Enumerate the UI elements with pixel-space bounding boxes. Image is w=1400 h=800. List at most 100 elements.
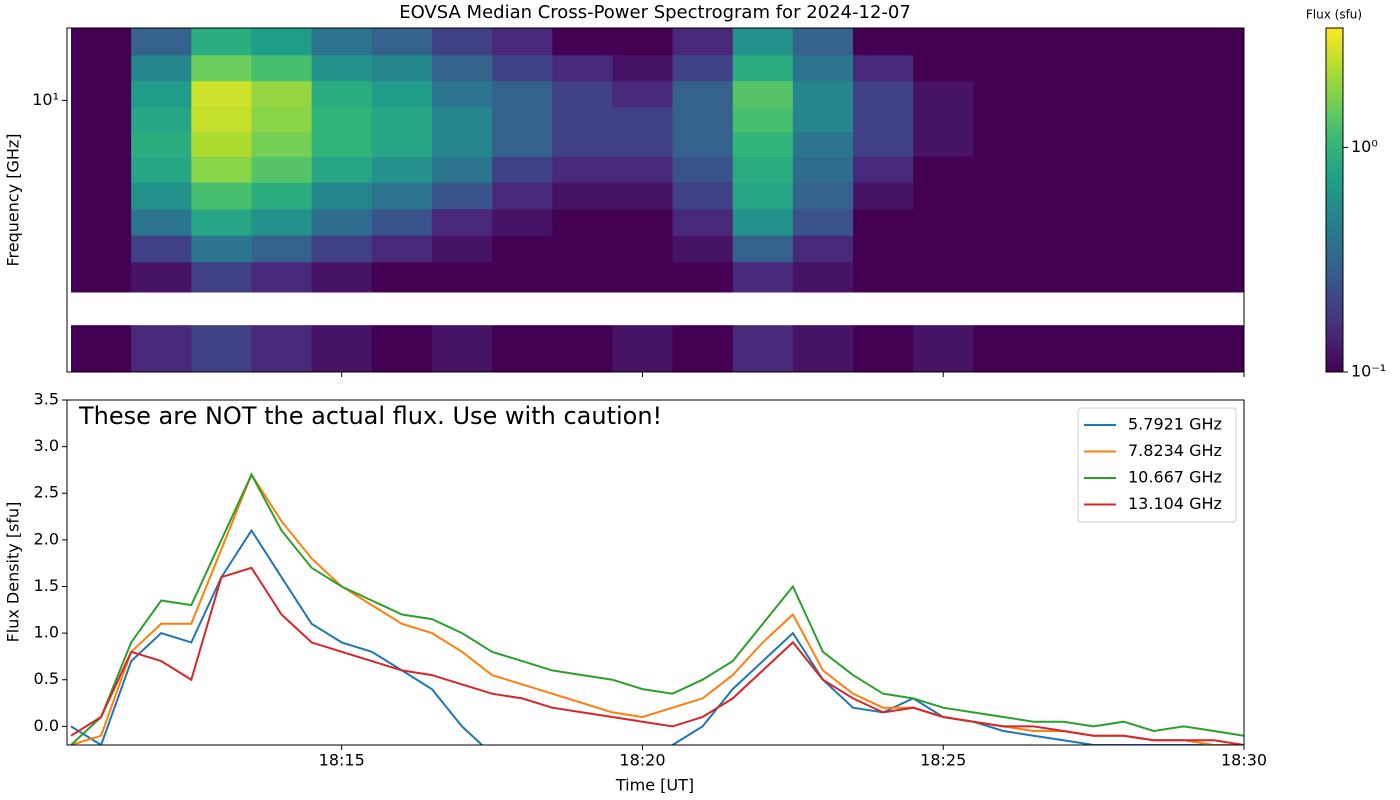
heatmap-cell xyxy=(612,156,674,184)
heatmap-cell xyxy=(431,28,493,56)
heatmap-cell xyxy=(913,156,974,184)
heatmap-cell xyxy=(1153,107,1215,133)
heatmap-cell xyxy=(1033,55,1095,82)
heatmap-cell xyxy=(131,209,192,237)
heatmap-cell xyxy=(612,235,674,263)
heatmap-cell xyxy=(792,325,854,372)
heatmap-cell xyxy=(371,209,433,237)
heatmap-cell xyxy=(1093,156,1155,184)
heatmap-cell xyxy=(973,156,1034,184)
heatmap-cell xyxy=(311,209,373,237)
heatmap-cell xyxy=(853,235,914,263)
heatmap-cell xyxy=(1213,28,1244,56)
heatmap-cell xyxy=(251,55,313,82)
heatmap-cell xyxy=(973,262,1034,293)
heatmap-cell xyxy=(973,107,1034,133)
colorbar xyxy=(1325,27,1344,373)
heatmap-cell xyxy=(672,156,734,184)
heatmap-cell xyxy=(552,325,613,372)
heatmap-cell xyxy=(131,325,192,372)
heatmap-cell xyxy=(552,156,613,184)
heatmap-cell xyxy=(251,262,313,293)
heatmap-cell xyxy=(371,156,433,184)
y-tick-label: 1.5 xyxy=(34,576,59,595)
plot-frame xyxy=(66,27,1245,373)
y-tick-label: 2.5 xyxy=(34,483,59,502)
heatmap-cell xyxy=(131,156,192,184)
heatmap-cell xyxy=(1093,55,1155,82)
heatmap-cell xyxy=(1093,325,1155,372)
heatmap-cell xyxy=(973,132,1034,158)
heatmap-cell xyxy=(131,235,192,263)
heatmap-cell xyxy=(612,81,674,108)
heatmap-cell xyxy=(131,81,192,108)
heatmap-cell xyxy=(612,262,674,293)
heatmap-cell xyxy=(1093,28,1155,56)
heatmap-cell xyxy=(1153,209,1215,237)
heatmap-cell xyxy=(131,262,192,293)
heatmap-cell xyxy=(913,28,974,56)
heatmap-cell xyxy=(853,81,914,108)
heatmap-cell xyxy=(191,107,252,133)
heatmap-cell xyxy=(191,209,252,237)
heatmap-cell xyxy=(672,28,734,56)
heatmap-cell xyxy=(1093,182,1155,210)
heatmap-cell xyxy=(672,81,734,108)
heatmap-cell xyxy=(191,235,252,263)
heatmap xyxy=(71,28,1244,372)
heatmap-cell xyxy=(1153,156,1215,184)
heatmap-cell xyxy=(1213,235,1244,263)
lines xyxy=(70,472,1244,745)
y-tick-label: 0.5 xyxy=(34,669,59,688)
heatmap-cell xyxy=(732,107,794,133)
heatmap-cell xyxy=(71,182,132,210)
heatmap-cell xyxy=(492,28,553,56)
heatmap-cell xyxy=(131,107,192,133)
heatmap-cell xyxy=(1213,81,1244,108)
heatmap-cell xyxy=(853,182,914,210)
heatmap-cell xyxy=(1033,209,1095,237)
heatmap-cell xyxy=(1033,182,1095,210)
heatmap-cell xyxy=(792,28,854,56)
heatmap-cell xyxy=(792,107,854,133)
heatmap-cell xyxy=(71,81,132,108)
heatmap-cell xyxy=(732,81,794,108)
heatmap-cell xyxy=(1033,325,1095,372)
line-series xyxy=(70,472,1244,745)
heatmap-cell xyxy=(371,132,433,158)
heatmap-cell xyxy=(732,235,794,263)
heatmap-cell xyxy=(311,325,373,372)
y-tick-label: 1.0 xyxy=(34,623,59,642)
heatmap-cell xyxy=(792,55,854,82)
heatmap-cell xyxy=(913,209,974,237)
heatmap-cell xyxy=(311,235,373,263)
heatmap-cell xyxy=(1153,55,1215,82)
heatmap-cell xyxy=(191,132,252,158)
heatmap-cell xyxy=(552,132,613,158)
heatmap-cell xyxy=(191,55,252,82)
heatmap-cell xyxy=(71,325,132,372)
heatmap-cell xyxy=(371,107,433,133)
heatmap-cell xyxy=(1033,262,1095,293)
y-tick-label: 3.0 xyxy=(34,436,59,455)
heatmap-cell xyxy=(492,182,553,210)
heatmap-cell xyxy=(191,28,252,56)
heatmap-cell xyxy=(612,132,674,158)
heatmap-cell xyxy=(251,107,313,133)
heatmap-cell xyxy=(1093,235,1155,263)
heatmap-cell xyxy=(552,262,613,293)
heatmap-cell xyxy=(792,262,854,293)
heatmap-cell xyxy=(1153,262,1215,293)
heatmap-cell xyxy=(1033,28,1095,56)
heatmap-cell xyxy=(492,209,553,237)
heatmap-cell xyxy=(1033,81,1095,108)
heatmap-cell xyxy=(732,182,794,210)
x-tick-label: 18:15 xyxy=(319,751,365,770)
heatmap-cell xyxy=(431,107,493,133)
heatmap-cell xyxy=(612,182,674,210)
y-tick-label: 0.0 xyxy=(34,716,59,735)
heatmap-cell xyxy=(492,235,553,263)
heatmap-cell xyxy=(492,262,553,293)
heatmap-cell xyxy=(371,28,433,56)
